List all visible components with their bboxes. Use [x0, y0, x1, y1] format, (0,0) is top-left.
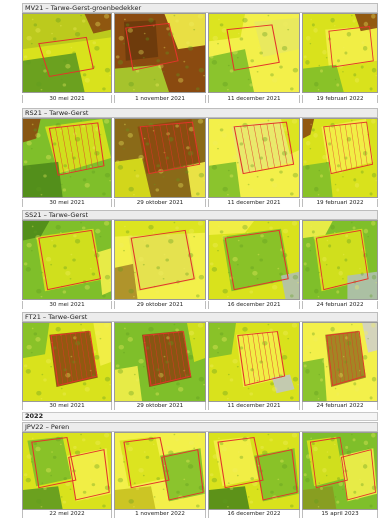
tile-date: 30 mei 2021: [22, 402, 112, 410]
section-title: MV21 – Tarwe-Gerst-groenbedekker: [22, 3, 378, 13]
satellite-tile-ft21-3: [208, 322, 300, 402]
satellite-tile-jpv22-2: [114, 432, 206, 510]
satellite-tile-mv21-1: [22, 13, 112, 93]
tile-date: 19 februari 2022: [302, 95, 378, 103]
tile-date: 1 november 2022: [114, 510, 206, 518]
tile-date: 29 oktober 2021: [114, 402, 206, 410]
satellite-tile-ft21-1: [22, 322, 112, 402]
section-title: JPV22 – Peren: [22, 422, 378, 432]
satellite-tile-rs21-3: [208, 118, 300, 198]
satellite-tile-rs21-1: [22, 118, 112, 198]
tile-date: 29 oktober 2021: [114, 301, 206, 309]
section-title: SS21 – Tarwe-Gerst: [22, 210, 378, 220]
tile-date: 30 mei 2021: [22, 95, 112, 103]
tile-date: 16 december 2021: [208, 301, 300, 309]
satellite-tile-ft21-2: [114, 322, 206, 402]
satellite-tile-rs21-2: [114, 118, 206, 198]
tile-date: 24 februari 2022: [302, 402, 378, 410]
year-label: 2022: [22, 412, 378, 421]
tile-date: 30 mei 2021: [22, 199, 112, 207]
satellite-tile-ss21-3: [208, 220, 300, 300]
tile-date: 16 december 2022: [208, 510, 300, 518]
satellite-tile-ss21-1: [22, 220, 112, 300]
tile-date: 15 april 2023: [302, 510, 378, 518]
satellite-tile-ss21-2: [114, 220, 206, 300]
satellite-tile-mv21-2: [114, 13, 206, 93]
tile-date: 11 december 2021: [208, 402, 300, 410]
satellite-tile-jpv22-1: [22, 432, 112, 510]
tile-date: 29 oktober 2021: [114, 199, 206, 207]
tile-date: 30 mei 2021: [22, 301, 112, 309]
satellite-tile-jpv22-3: [208, 432, 300, 510]
section-title: RS21 – Tarwe-Gerst: [22, 108, 378, 118]
tile-date: 24 februari 2022: [302, 301, 378, 309]
satellite-tile-jpv22-4: [302, 432, 378, 510]
tile-date: 22 mei 2022: [22, 510, 112, 518]
tile-date: 19 februari 2022: [302, 199, 378, 207]
tile-date: 11 december 2021: [208, 95, 300, 103]
tile-date: 11 december 2021: [208, 199, 300, 207]
satellite-tile-rs21-4: [302, 118, 378, 198]
satellite-tile-ss21-4: [302, 220, 378, 300]
satellite-tile-mv21-4: [302, 13, 378, 93]
satellite-tile-mv21-3: [208, 13, 300, 93]
tile-date: 1 november 2021: [114, 95, 206, 103]
satellite-tile-ft21-4: [302, 322, 378, 402]
section-title: FT21 – Tarwe-Gerst: [22, 312, 378, 322]
